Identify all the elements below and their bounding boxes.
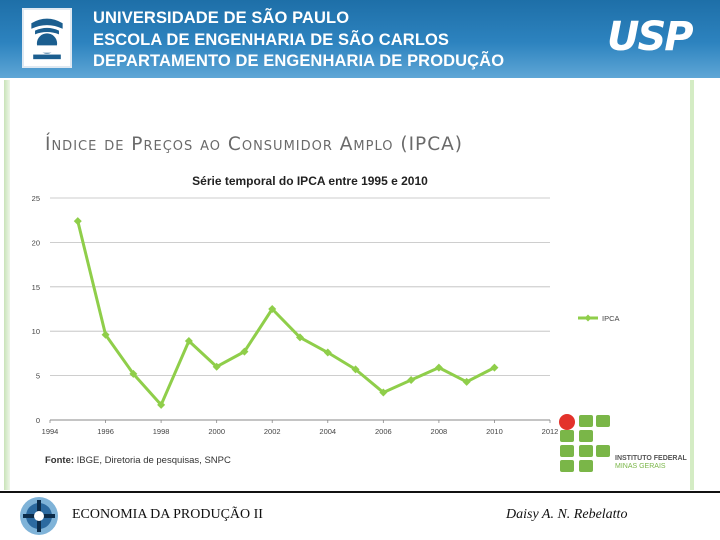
x-tick-label: 2012 bbox=[542, 427, 559, 436]
footer-emblem-icon bbox=[18, 494, 60, 538]
data-point bbox=[407, 376, 416, 385]
y-tick-label: 10 bbox=[32, 327, 40, 336]
x-tick-label: 1996 bbox=[97, 427, 114, 436]
series-line-ipca bbox=[76, 220, 496, 407]
y-tick-label: 0 bbox=[36, 416, 40, 425]
x-tick-label: 2008 bbox=[431, 427, 448, 436]
eesc-logo bbox=[22, 8, 72, 68]
header-department: DEPARTAMENTO DE ENGENHARIA DE PRODUÇÃO bbox=[93, 52, 505, 70]
data-point bbox=[101, 330, 110, 339]
x-tick-label: 2010 bbox=[486, 427, 503, 436]
x-tick-label: 2006 bbox=[375, 427, 392, 436]
instituto-federal-text: INSTITUTO FEDERAL MINAS GERAIS bbox=[615, 455, 687, 471]
y-tick-label: 15 bbox=[32, 283, 40, 292]
instituto-federal-logo bbox=[556, 414, 691, 474]
slide-title: Índice de Preços ao Consumidor Amplo (IP… bbox=[45, 134, 463, 155]
usp-logo: USP bbox=[607, 14, 694, 60]
legend-swatch-marker bbox=[584, 314, 592, 322]
frame-left-border bbox=[4, 80, 10, 490]
data-point bbox=[240, 347, 249, 356]
data-point bbox=[351, 365, 360, 374]
x-tick-label: 1994 bbox=[42, 427, 59, 436]
data-point bbox=[379, 388, 388, 397]
header-banner: UNIVERSIDADE DE SÃO PAULO ESCOLA DE ENGE… bbox=[0, 0, 720, 78]
source-note: Fonte: IBGE, Diretoria de pesquisas, SNP… bbox=[45, 455, 231, 466]
data-point bbox=[268, 305, 277, 313]
data-point bbox=[212, 362, 221, 371]
source-text: IBGE, Diretoria de pesquisas, SNPC bbox=[76, 455, 231, 466]
y-tick-label: 20 bbox=[32, 238, 40, 247]
y-tick-label: 5 bbox=[36, 372, 40, 381]
if-text-line1: INSTITUTO FEDERAL bbox=[615, 455, 687, 462]
chart-series bbox=[73, 217, 499, 409]
header-school: ESCOLA DE ENGENHARIA DE SÃO CARLOS bbox=[93, 31, 450, 49]
footer-author: Daisy A. N. Rebelatto bbox=[506, 507, 628, 522]
chart-title: Série temporal do IPCA entre 1995 e 2010 bbox=[192, 174, 428, 188]
if-text-line2: MINAS GERAIS bbox=[615, 463, 666, 470]
x-tick-label: 1998 bbox=[153, 427, 170, 436]
header-university: UNIVERSIDADE DE SÃO PAULO bbox=[93, 9, 350, 27]
frame-right-border bbox=[690, 80, 694, 490]
data-point bbox=[157, 400, 166, 409]
ipca-line-chart: Série temporal do IPCA entre 1995 e 2010… bbox=[32, 174, 620, 436]
footer-divider bbox=[0, 491, 720, 493]
footer-course-name: ECONOMIA DA PRODUÇÃO II bbox=[72, 507, 263, 522]
data-point bbox=[323, 348, 332, 357]
y-tick-label: 25 bbox=[32, 194, 40, 203]
legend-label: IPCA bbox=[602, 314, 620, 323]
x-tick-label: 2002 bbox=[264, 427, 281, 436]
chart-axes: 0 5 10 15 20 25 1994 1996 1998 2000 2002 2004 2006 20… bbox=[32, 194, 559, 436]
data-point bbox=[434, 363, 443, 372]
x-tick-label: 2004 bbox=[319, 427, 336, 436]
chart-legend: IPCA bbox=[578, 314, 620, 323]
source-label: Fonte: bbox=[45, 455, 75, 466]
data-point bbox=[184, 336, 193, 345]
data-point bbox=[462, 377, 471, 386]
chart-gridlines bbox=[50, 197, 550, 421]
data-point bbox=[490, 363, 499, 372]
x-tick-label: 2000 bbox=[208, 427, 225, 436]
data-point bbox=[73, 217, 82, 226]
data-point bbox=[296, 333, 304, 342]
data-point bbox=[129, 369, 138, 378]
